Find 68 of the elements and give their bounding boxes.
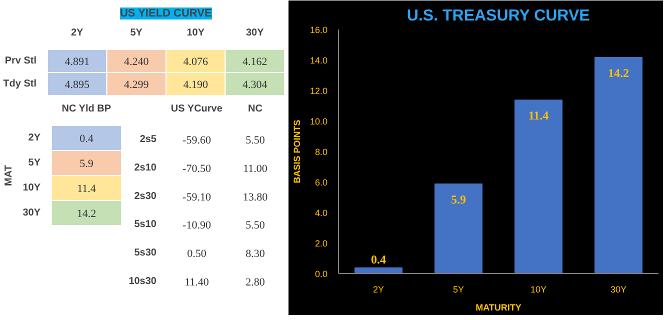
x-tick-label: 30Y — [246, 28, 264, 38]
data-label: -59.60 — [182, 134, 212, 147]
x-tick-label: NC — [248, 104, 262, 114]
data-label: 5.9 — [80, 158, 94, 170]
data-label: 4.891 — [64, 56, 90, 68]
y-axis-title: BASIS POINTS — [292, 120, 302, 184]
data-label: -59.10 — [182, 191, 212, 204]
chart-title: US YIELD CURVE — [120, 8, 212, 20]
data-label: 0.4 — [371, 252, 386, 266]
data-label: 13.80 — [242, 191, 268, 204]
y-tick-label: 5s30 — [134, 248, 157, 258]
x-tick-label: 2Y — [71, 28, 84, 38]
y-tick-label: 10.0 — [310, 116, 328, 126]
data-label: 5.9 — [451, 192, 466, 207]
data-label: 4.240 — [124, 56, 150, 68]
data-label: 0.50 — [187, 248, 207, 260]
y-tick-label: 6.0 — [314, 178, 328, 188]
data-label: 0.4 — [80, 133, 94, 145]
y-tick-label: 30Y — [22, 208, 41, 218]
data-label: 4.162 — [242, 56, 268, 68]
y-tick-label: 10Y — [22, 182, 41, 194]
bar — [434, 184, 482, 274]
y-tick-label: 2.0 — [314, 238, 328, 248]
x-axis-title: MATURITY — [476, 302, 522, 312]
bar — [354, 267, 402, 274]
y-tick-label: 4.0 — [314, 208, 328, 218]
y-tick-label: 5Y — [28, 158, 41, 168]
y-tick-label: 10s30 — [128, 276, 157, 287]
data-label: 11.40 — [184, 276, 210, 288]
y-tick-label: 8.0 — [314, 147, 328, 157]
data-label: 11.00 — [243, 163, 268, 175]
chart-title: U.S. TREASURY CURVE — [406, 8, 590, 24]
x-tick-label: 10Y — [530, 284, 547, 294]
x-tick-label: 2Y — [372, 284, 384, 294]
data-label: 4.076 — [183, 56, 208, 68]
x-tick-label: 10Y — [186, 28, 205, 38]
x-tick-label: NC Yld BP — [62, 104, 112, 114]
data-label: -10.90 — [182, 220, 212, 232]
y-tick-label: Tdy Stl — [3, 78, 37, 90]
x-tick-label: US YCurve — [170, 104, 223, 114]
data-label: 11.4 — [77, 183, 96, 195]
data-label: -70.50 — [182, 163, 212, 175]
y-tick-label: 2s10 — [134, 162, 157, 174]
data-label: 4.299 — [124, 79, 150, 91]
data-label: 14.2 — [608, 66, 629, 80]
y-tick-label: 5s10 — [134, 219, 157, 230]
y-tick-label: 0.0 — [314, 269, 328, 279]
y-tick-label: 2s30 — [134, 190, 157, 202]
data-label: 2.80 — [246, 276, 266, 288]
data-label: 11.4 — [528, 108, 549, 123]
y-axis-title: MAT — [4, 165, 15, 186]
data-label: 4.895 — [64, 79, 90, 91]
data-label: 4.190 — [183, 79, 208, 91]
y-tick-label: 14.0 — [310, 56, 328, 66]
y-tick-label: Prv Stl — [4, 56, 37, 66]
data-label: 5.50 — [246, 134, 266, 147]
bar — [594, 56, 642, 274]
x-tick-label: 30Y — [610, 284, 627, 294]
x-tick-label: 5Y — [452, 284, 464, 294]
y-tick-label: 2s5 — [140, 134, 157, 146]
data-label: 14.2 — [76, 208, 96, 220]
data-label: 8.30 — [246, 248, 266, 260]
data-label: 5.50 — [246, 220, 266, 232]
bar — [514, 100, 562, 274]
y-tick-label: 2Y — [28, 132, 41, 144]
y-tick-label: 16.0 — [310, 25, 328, 35]
y-tick-label: 12.0 — [310, 86, 328, 96]
data-label: 4.304 — [242, 79, 268, 91]
